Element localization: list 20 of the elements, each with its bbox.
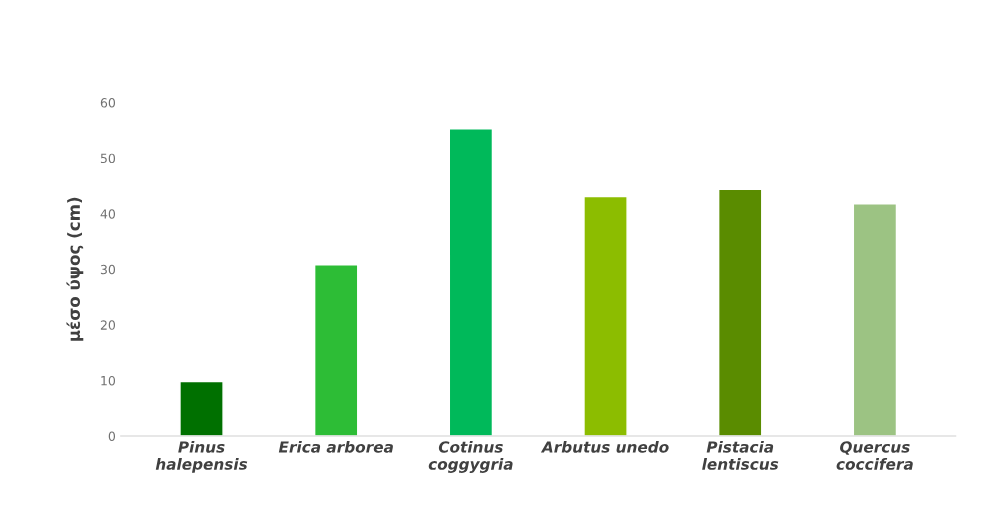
x-tick-label: Cotinus coggygria [428, 440, 513, 473]
bar [313, 264, 359, 437]
x-tick-label: Pinus halepensis [155, 440, 248, 473]
bar [852, 203, 898, 437]
y-tick-label: 20 [100, 320, 116, 330]
x-tick-label: Pistacia lentiscus [702, 440, 779, 470]
y-tick-label: 30 [100, 264, 116, 275]
y-axis-title: μέσο ύψος (cm) [66, 197, 84, 341]
bar [583, 195, 628, 437]
bar [717, 188, 763, 437]
x-tick-label: Erica arborea [278, 440, 393, 453]
bar [448, 128, 494, 437]
y-tick-label: 40 [100, 209, 116, 219]
x-tick-label: Arbutus unedo [540, 440, 669, 453]
y-tick-label: 60 [100, 98, 116, 108]
bar [179, 380, 224, 437]
y-tick-label: 10 [101, 375, 116, 386]
y-tick-label: 0 [108, 431, 116, 441]
x-tick-label: Quercus coccifera [836, 441, 913, 470]
y-tick-label: 50 [100, 153, 116, 164]
